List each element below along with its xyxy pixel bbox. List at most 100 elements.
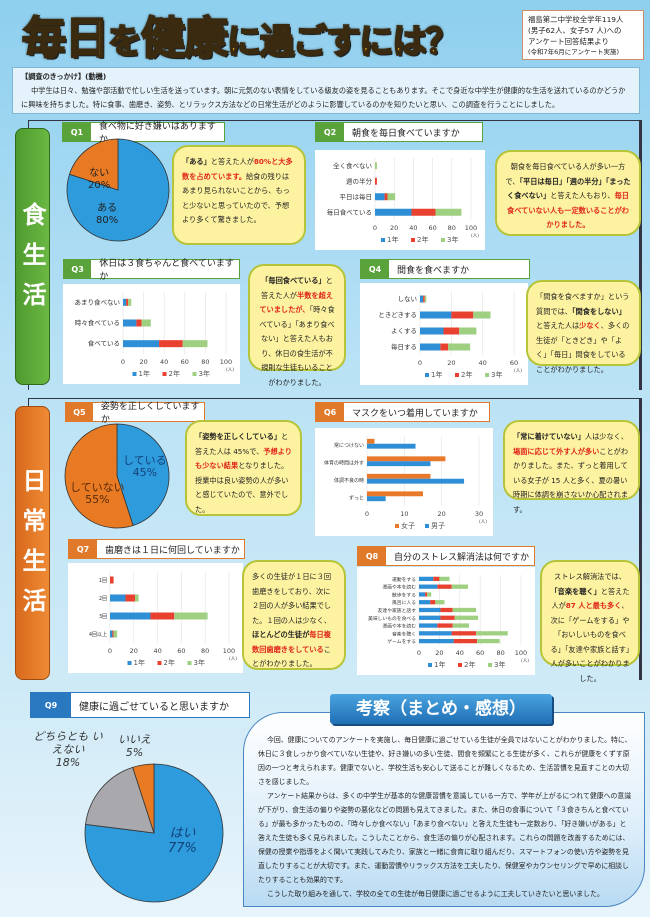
- bubble-text-segment: 「間食をしない」: [571, 306, 626, 316]
- legend-swatch: [458, 663, 462, 667]
- title-part: を: [107, 21, 143, 63]
- bubble-text-segment: と答えた人もおり、: [550, 191, 615, 200]
- bar-segment: [411, 208, 436, 216]
- q1-pie-chart: [66, 138, 170, 242]
- x-tick-label: 80: [448, 224, 456, 232]
- category-label: 常につけない: [334, 442, 364, 449]
- legend-label: 3年: [199, 369, 210, 378]
- q1-text: 食べ物に好き嫌いはありますか: [98, 122, 216, 145]
- bubble-text-segment: と答えた人が: [261, 276, 333, 300]
- x-tick-label: 0: [108, 647, 112, 655]
- x-tick-label: 20: [130, 647, 138, 655]
- q2-comment-bubble: 朝食を毎日食べている人が多い一方で、「平日は毎日」「週の半分」「まったく食べない…: [495, 150, 641, 236]
- title-part: に過ごすには？: [226, 21, 460, 63]
- bar-segment: [437, 623, 453, 628]
- bar-segment: [440, 615, 455, 620]
- bar-segment: [420, 327, 444, 335]
- bar-segment: [375, 208, 412, 216]
- legend-swatch: [425, 373, 429, 377]
- q9-label-no: いいえ 5%: [118, 733, 151, 759]
- legend-label: 3年: [194, 658, 205, 667]
- info-line: 福島第二中学校全学年119人: [528, 15, 624, 24]
- bubble-text-segment: 少なく: [579, 321, 601, 330]
- category-label: 毎日する: [391, 342, 417, 351]
- category-label: 風呂に入る: [392, 600, 416, 606]
- bubble-text-segment: 87 人と最も多く: [565, 601, 622, 610]
- bar-segment: [419, 638, 454, 644]
- bubble-text-segment: 「毎回食べている」: [261, 276, 326, 285]
- category-label: 平日は毎日: [340, 192, 373, 201]
- q9-header: Q9 健康に過ごせていると思いますか: [30, 692, 250, 718]
- bar-segment: [476, 631, 508, 636]
- legend-swatch: [187, 661, 192, 665]
- bar-segment: [451, 311, 474, 319]
- q4-header: Q4 間食を食べますか: [360, 259, 530, 279]
- bar-segment: [387, 193, 396, 201]
- category-label: 散歩をする: [392, 591, 416, 598]
- q8-bar-chart: 0 20 40 60 80 100(人)運動をする漫画や本を読む散歩をする風呂に入る友達や…: [357, 567, 535, 675]
- pie-slice: [116, 423, 170, 526]
- x-tick-label: 60: [476, 649, 484, 657]
- legend-label: 1年: [134, 658, 145, 667]
- bubble-text-segment: 場面に応じて外す人が多い: [513, 446, 600, 456]
- bar-segment: [435, 600, 445, 605]
- legend-label: 2年: [164, 658, 175, 667]
- legend-swatch: [162, 372, 167, 376]
- q8-text: 自分のストレス解消法は何ですか: [394, 552, 530, 563]
- category-label: 体調不良の時: [334, 477, 364, 484]
- legend-swatch: [192, 372, 197, 376]
- bubble-text-segment: 80%と大多数を占めています。: [182, 157, 293, 181]
- q9-number: Q9: [31, 693, 71, 717]
- bubble-text-segment: 「姿勢を正しくしている」: [195, 432, 282, 441]
- bar-segment: [150, 612, 175, 620]
- bubble-text-segment: 、次に「ゲームをする」や「おいしいものを食べる」「友達や家族と話す」人が多いこと…: [550, 601, 630, 683]
- q6-header: Q6 マスクをいつ着用していますか: [315, 402, 490, 422]
- x-tick-label: 80: [496, 649, 504, 657]
- q1-header: Q1 食べ物に好き嫌いはありますか: [62, 122, 225, 145]
- conclusion-title-banner: 考察（まとめ・感想）: [330, 694, 552, 724]
- bubble-text-segment: と答えた人は 45%で、: [195, 432, 289, 456]
- legend-label: 1年: [139, 369, 150, 378]
- bar-segment: [113, 630, 118, 638]
- motive-body: 中学生は日々、勉強や部活動で忙しい生活を送っています。朝に元気のない表情をしてい…: [21, 86, 626, 109]
- bubble-text-segment: 「平日は毎日」「週の半分」「まったく食べない」: [507, 176, 631, 201]
- legend-label: 2年: [417, 235, 428, 244]
- legend-label: 1年: [431, 370, 442, 379]
- legend-swatch: [485, 373, 489, 377]
- x-tick-label: 0: [121, 358, 125, 366]
- conclusion-paragraph: こうした取り組みを通して、学校の全ての生徒が毎日健康に過ごせるように工夫していき…: [266, 890, 604, 898]
- legend-label: 女子: [401, 521, 415, 530]
- legend-swatch: [411, 238, 415, 242]
- bar-segment: [419, 623, 438, 628]
- bar: [367, 438, 375, 444]
- x-tick-label: 60: [510, 359, 518, 367]
- bubble-text-segment: 「間食を食べますか」という質問では、: [536, 292, 630, 316]
- bubble-text-segment: 「常に着けていない」: [513, 432, 585, 441]
- conclusion-box: 今回、健康についてのアンケートを実施し、毎日健康に過ごせている生徒が全員ではない…: [243, 712, 645, 907]
- bar-segment: [454, 615, 479, 620]
- bar-segment: [451, 631, 477, 636]
- x-tick-label: 40: [153, 647, 161, 655]
- bar-segment: [375, 177, 377, 185]
- q9-pie-chart: [84, 763, 224, 903]
- category-label: 毎日食べている: [327, 207, 372, 216]
- bar-segment: [459, 327, 477, 335]
- unit-label: (人): [229, 656, 237, 662]
- bubble-text-segment: 給食の残りはあまり見られないことから、もっと少ないと思っていたので、予想より多く…: [182, 171, 290, 225]
- bubble-text-segment: 多くの生徒が１日に３回歯磨きをしており、次に２回の人が多い結果でした。１回の人は…: [252, 572, 332, 625]
- unit-label: (人): [514, 368, 522, 374]
- legend-swatch: [425, 524, 429, 528]
- bar: [367, 461, 431, 467]
- q4-text: 間食を食べますか: [397, 265, 470, 276]
- legend-label: 2年: [169, 369, 180, 378]
- bar-segment: [112, 630, 114, 638]
- category-label: 友達や家族と話す: [378, 607, 417, 614]
- bar-segment: [439, 576, 450, 582]
- poster-title: 毎日を健康に過ごすには？: [21, 2, 460, 66]
- legend-swatch: [428, 663, 432, 667]
- category-label: 漫画や本を読む: [382, 623, 416, 630]
- q4-comment-bubble: 「間食を食べますか」という質問では、「間食をしない」と答えた人は少なく、多くの生…: [526, 280, 641, 374]
- legend-label: 2年: [461, 370, 472, 379]
- unit-label: (人): [521, 658, 529, 664]
- bar: [367, 443, 416, 449]
